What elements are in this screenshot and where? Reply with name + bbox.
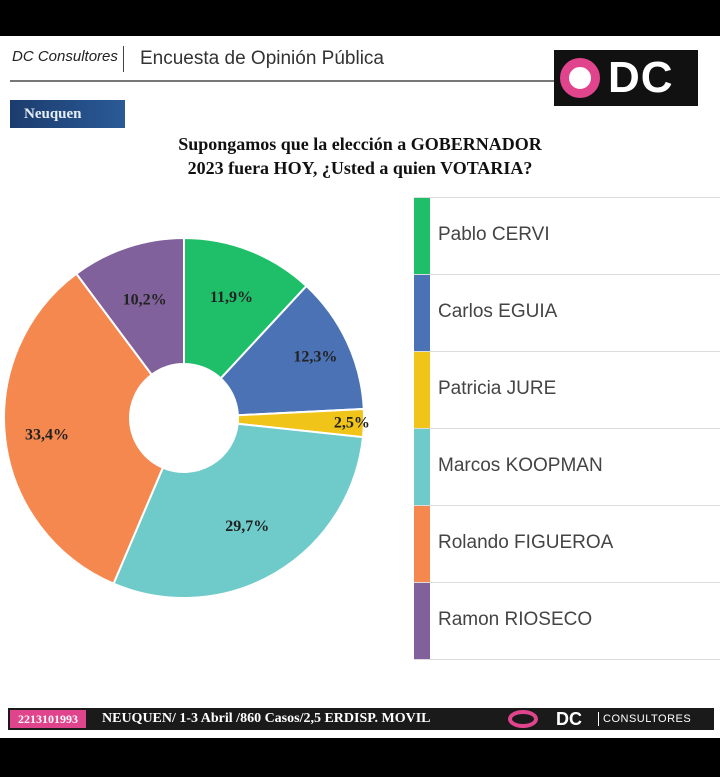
legend-label: Rolando FIGUEROA bbox=[438, 532, 614, 553]
logo-text: DC bbox=[608, 53, 674, 102]
legend-swatch bbox=[414, 275, 430, 351]
legend-item: Ramon RIOSECO bbox=[414, 582, 720, 660]
legend-swatch bbox=[414, 352, 430, 428]
donut-labels: 11,9% 12,3% 2,5% 29,7% 33,4% 10,2% bbox=[25, 289, 370, 535]
slice-ramon-rioseco bbox=[74, 236, 185, 377]
legend-label: Carlos EGUIA bbox=[438, 301, 558, 322]
slice-label: 12,3% bbox=[293, 349, 337, 366]
survey-title: Encuesta de Opinión Pública bbox=[140, 48, 384, 69]
donut-chart: 11,9% 12,3% 2,5% 29,7% 33,4% 10,2% bbox=[3, 236, 370, 599]
slice-carlos-eguia bbox=[219, 284, 365, 417]
dc-logo: DC bbox=[554, 50, 698, 106]
legend-swatch bbox=[414, 583, 430, 659]
donut-slices bbox=[3, 236, 365, 599]
survey-card: DC Consultores Encuesta de Opinión Públi… bbox=[0, 36, 720, 738]
slice-pablo-cervi bbox=[183, 236, 308, 380]
question-line-2: 2023 fuera HOY, ¿Usted a quien VOTARIA? bbox=[187, 158, 533, 178]
legend-label: Ramon RIOSECO bbox=[438, 609, 593, 630]
legend-label: Marcos KOOPMAN bbox=[438, 455, 603, 476]
footer-details: NEUQUEN/ 1-3 Abril /860 Casos/2,5 ERDISP… bbox=[102, 711, 431, 726]
footer-logo-ring-icon bbox=[508, 710, 538, 728]
legend-swatch bbox=[414, 506, 430, 582]
legend-swatch bbox=[414, 198, 430, 274]
footer-logo-dc: DC bbox=[556, 709, 582, 729]
legend-item: Marcos KOOPMAN bbox=[414, 428, 720, 505]
brand-name: DC Consultores bbox=[12, 48, 118, 65]
legend-label: Patricia JURE bbox=[438, 378, 557, 399]
legend-item: Carlos EGUIA bbox=[414, 274, 720, 351]
region-tab: Neuquen bbox=[10, 100, 125, 128]
chart-legend: Pablo CERVI Carlos EGUIA Patricia JURE Marc… bbox=[414, 197, 720, 660]
logo-ring-icon bbox=[560, 58, 600, 98]
slice-label: 33,4% bbox=[25, 426, 69, 443]
header-rule bbox=[10, 80, 556, 82]
footer-phone: 2213101993 bbox=[10, 710, 86, 728]
footer-bar: 2213101993 NEUQUEN/ 1-3 Abril /860 Casos… bbox=[8, 708, 714, 730]
legend-item: Patricia JURE bbox=[414, 351, 720, 428]
slice-label: 10,2% bbox=[123, 291, 167, 308]
legend-item: Pablo CERVI bbox=[414, 197, 720, 274]
slice-label: 29,7% bbox=[225, 518, 269, 535]
header-separator bbox=[123, 46, 124, 72]
slice-label: 2,5% bbox=[334, 415, 370, 432]
question-title: Supongamos que la elección a GOBERNADOR … bbox=[100, 132, 620, 180]
legend-item: Rolando FIGUEROA bbox=[414, 505, 720, 582]
question-line-1: Supongamos que la elección a GOBERNADOR bbox=[178, 134, 542, 154]
slice-marcos-koopman bbox=[112, 422, 365, 599]
footer-consultores: CONSULTORES bbox=[598, 712, 691, 726]
slice-label: 11,9% bbox=[210, 289, 253, 306]
slice-rolando-figueroa bbox=[3, 272, 165, 585]
legend-swatch bbox=[414, 429, 430, 505]
legend-label: Pablo CERVI bbox=[438, 224, 550, 245]
